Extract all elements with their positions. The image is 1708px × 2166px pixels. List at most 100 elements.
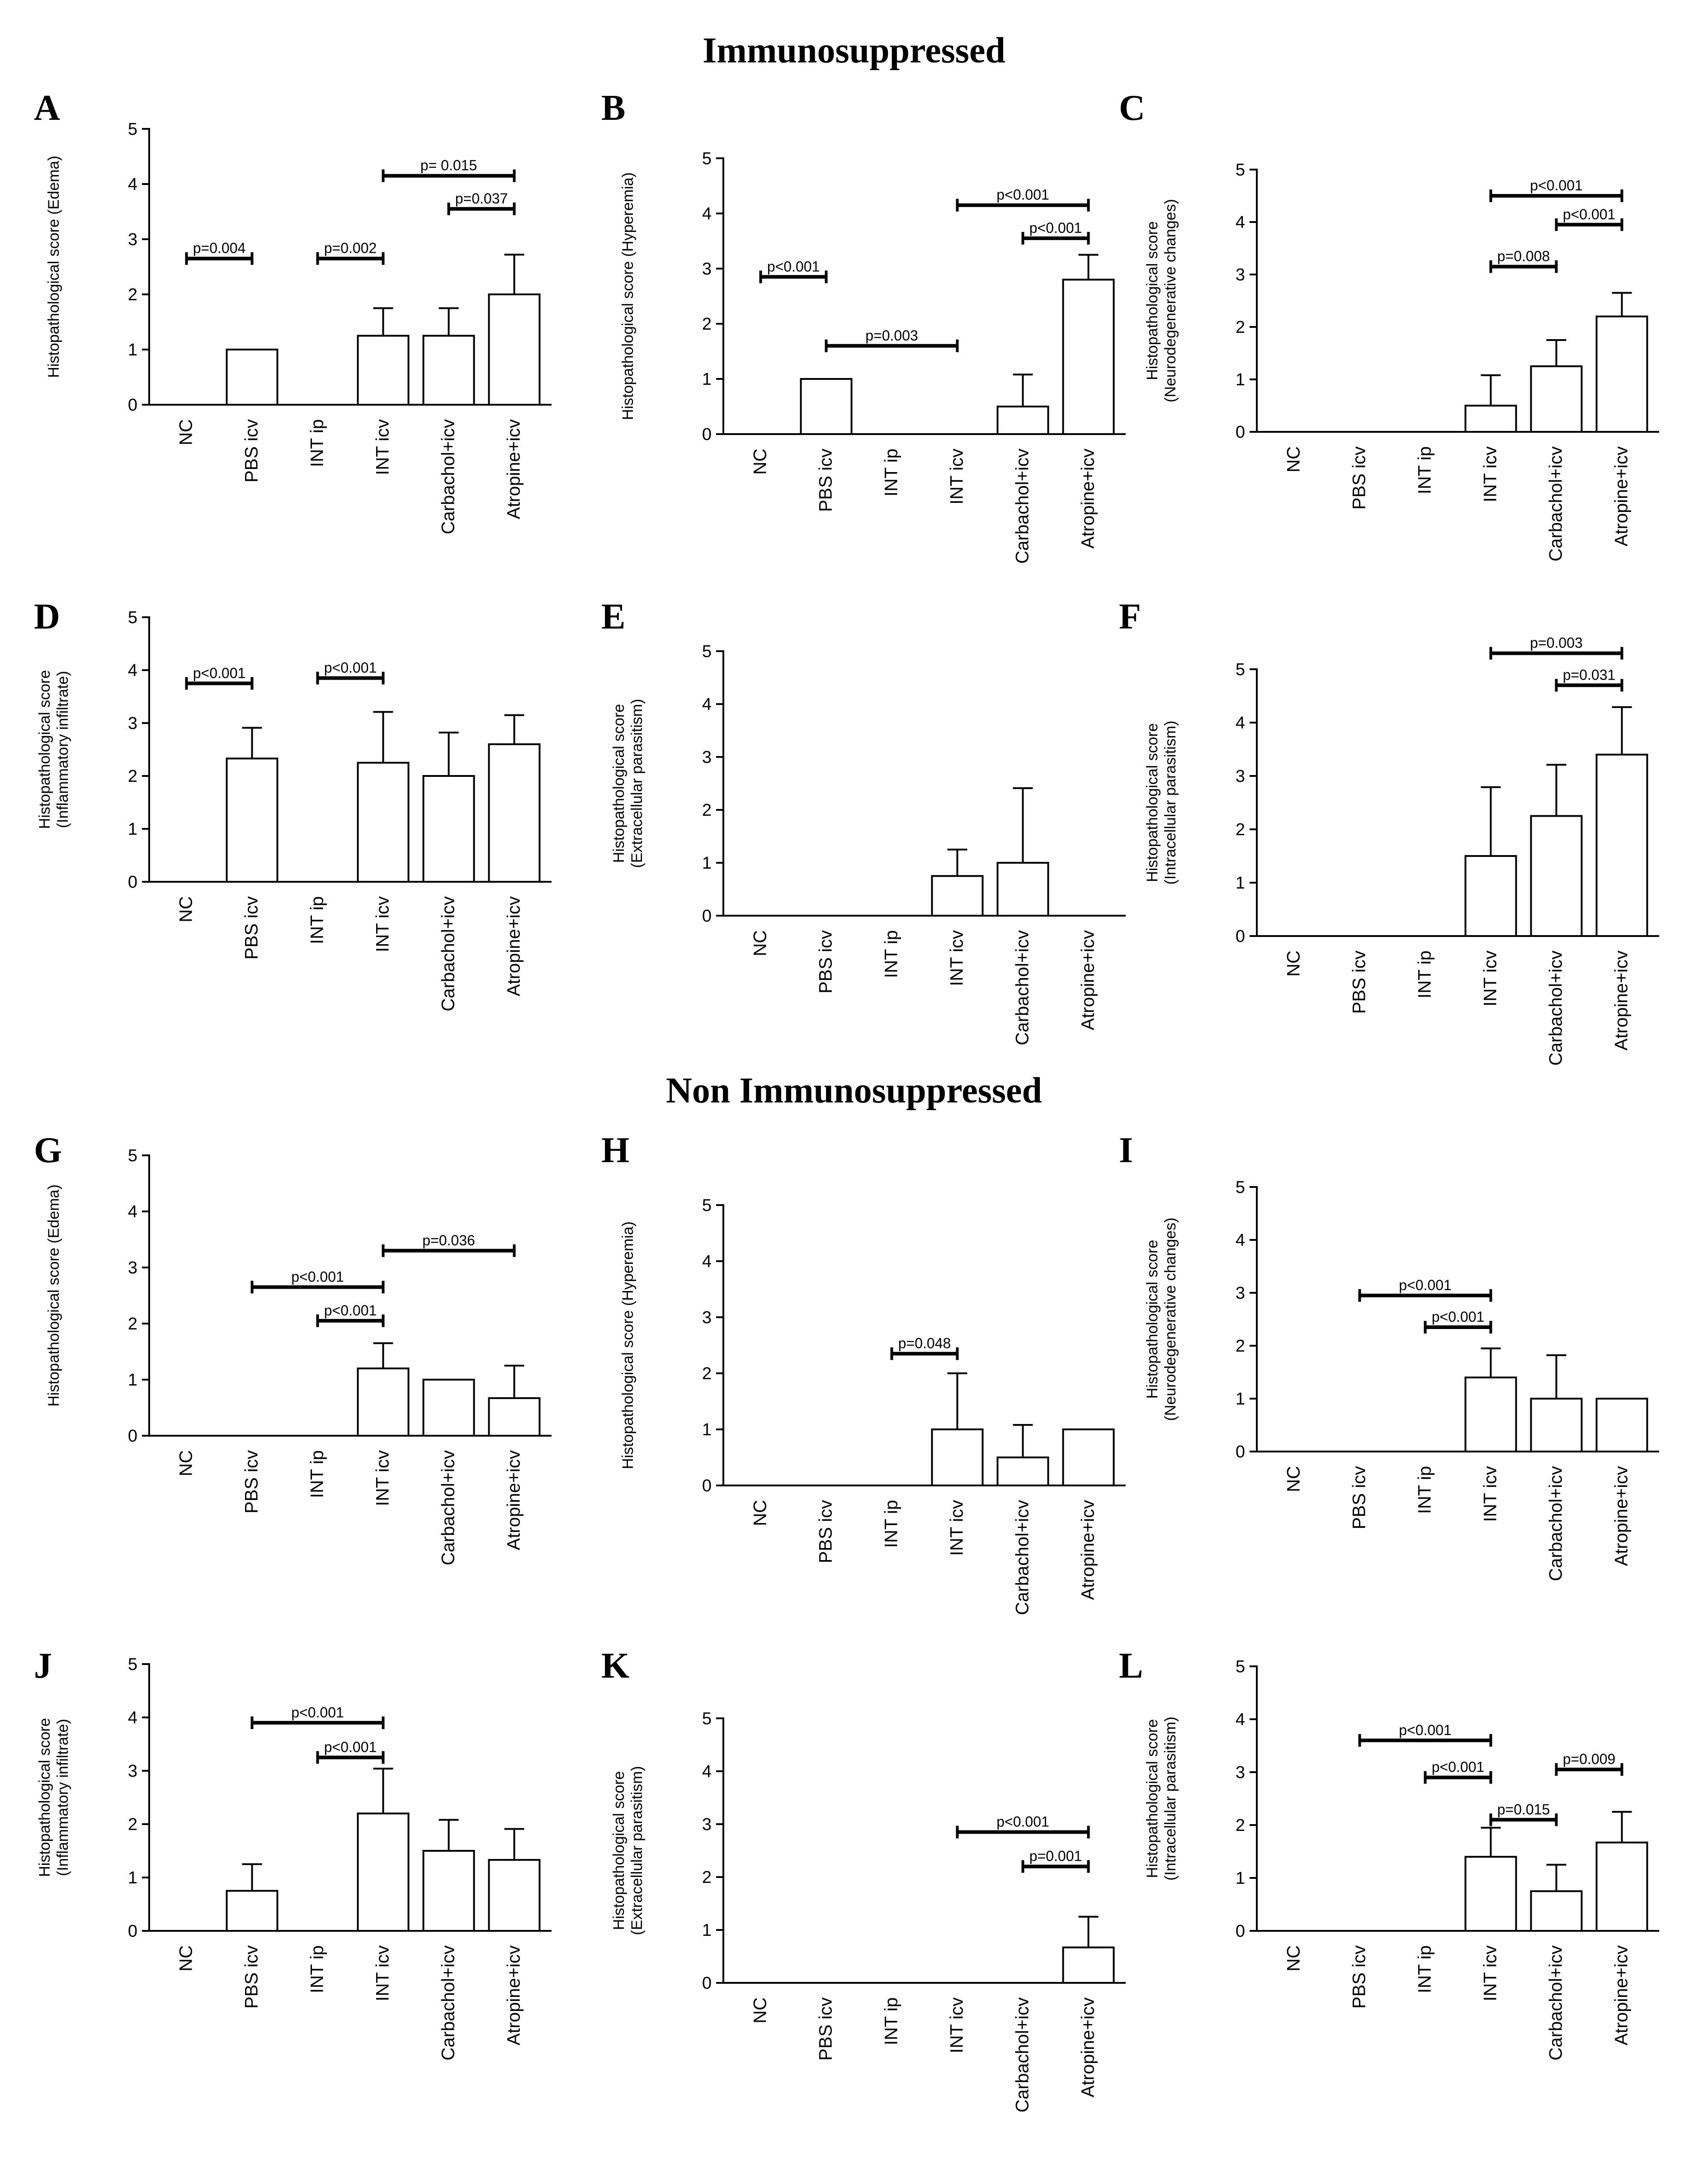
y-tick-label-d-0: 0 <box>128 873 137 892</box>
bar-i-6 <box>1595 1398 1648 1452</box>
y-tick-label-k-2: 2 <box>702 1868 712 1887</box>
p-value-label-f-1: p=0.003 <box>1530 635 1583 651</box>
p-value-label-b-3: p<0.001 <box>996 187 1049 203</box>
category-label-f-4: INT icv <box>1481 951 1500 1007</box>
bar-d-6 <box>488 743 541 883</box>
panel-g: G 0 1 2 3 4 5 Histopathological score (Edema) NC… <box>34 1130 552 1565</box>
p-value-label-a-3: p= 0.015 <box>420 157 477 174</box>
y-tick-label-k-4: 4 <box>702 1762 712 1781</box>
y-axis-label-g: Histopathological score (Edema) <box>45 1184 62 1406</box>
category-label-i-6: Atropine+icv <box>1612 1466 1632 1566</box>
y-tick-label-i-3: 3 <box>1236 1284 1245 1303</box>
category-label-k-5: Carbachol+icv <box>1013 1997 1033 2113</box>
y-tick-label-f-0: 0 <box>1236 927 1245 946</box>
bar-l-5 <box>1530 1890 1583 1932</box>
y-tick-label-a-4: 4 <box>128 175 137 194</box>
y-axis-label-f-line2: (Intracellular parasitism) <box>1162 721 1179 885</box>
y-tick-label-a-0: 0 <box>128 396 137 415</box>
y-tick-label-g-5: 5 <box>128 1146 137 1165</box>
category-label-g-4: INT icv <box>373 1450 393 1506</box>
p-value-label-a-1: p=0.004 <box>193 240 246 256</box>
y-tick-label-i-1: 1 <box>1236 1390 1245 1409</box>
y-axis-label-f: Histopathological score <box>1144 723 1161 882</box>
category-label-e-2: PBS icv <box>816 930 836 993</box>
y-tick-label-i-0: 0 <box>1236 1442 1245 1461</box>
y-tick-label-f-4: 4 <box>1236 714 1245 733</box>
y-axis-label-d: Histopathological score <box>36 670 53 829</box>
category-label-c-4: INT icv <box>1481 446 1500 502</box>
y-tick-label-c-3: 3 <box>1236 265 1245 284</box>
y-tick-label-e-5: 5 <box>702 642 712 661</box>
y-tick-label-c-0: 0 <box>1236 423 1245 442</box>
y-tick-label-h-0: 0 <box>702 1476 712 1495</box>
category-label-e-6: Atropine+icv <box>1078 930 1098 1030</box>
y-tick-label-h-2: 2 <box>702 1364 712 1383</box>
y-tick-label-g-4: 4 <box>128 1202 137 1221</box>
panel-letter-b: B <box>601 88 625 128</box>
y-tick-label-h-1: 1 <box>702 1420 712 1439</box>
bar-g-5 <box>422 1379 475 1437</box>
category-label-b-4: INT icv <box>947 449 967 505</box>
bar-e-4 <box>931 875 984 917</box>
category-label-e-4: INT icv <box>947 930 967 986</box>
panel-b: B 0 1 2 3 4 5 Histopathological score (Hyperemi… <box>601 88 1126 564</box>
panel-letter-j: J <box>34 1646 52 1686</box>
bar-k-6 <box>1062 1946 1115 1984</box>
p-value-label-k-1: p<0.001 <box>996 1814 1049 1830</box>
p-value-label-f-2: p=0.031 <box>1563 667 1616 683</box>
category-label-j-1: NC <box>176 1945 196 1972</box>
y-tick-label-e-1: 1 <box>702 854 712 873</box>
panel-e: E 0 1 2 3 4 5 Histopathological score (Extracell… <box>601 597 1126 1045</box>
category-label-c-6: Atropine+icv <box>1612 446 1632 546</box>
panel-letter-l: L <box>1119 1646 1143 1686</box>
bar-d-4 <box>357 761 410 883</box>
y-tick-label-l-5: 5 <box>1236 1657 1245 1676</box>
category-label-e-1: NC <box>750 930 770 956</box>
category-label-d-3: INT ip <box>307 896 327 944</box>
category-label-l-6: Atropine+icv <box>1612 1945 1632 2045</box>
p-value-label-a-2: p=0.002 <box>324 240 377 256</box>
bar-l-6 <box>1595 1841 1648 1932</box>
category-label-i-4: INT icv <box>1481 1466 1500 1522</box>
y-tick-label-j-2: 2 <box>128 1815 137 1834</box>
panel-f: F 0 1 2 3 4 5 Histopathological score (Intracell… <box>1119 597 1659 1066</box>
y-tick-label-a-5: 5 <box>128 120 137 139</box>
p-value-label-d-1: p<0.001 <box>193 665 246 681</box>
category-label-i-3: INT ip <box>1415 1466 1435 1514</box>
category-label-k-3: INT ip <box>882 1997 901 2045</box>
y-axis-label-k: Histopathological score <box>610 1771 628 1930</box>
y-tick-label-g-3: 3 <box>128 1258 137 1277</box>
bar-a-5 <box>422 335 475 406</box>
category-label-i-2: PBS icv <box>1349 1466 1369 1529</box>
p-value-label-b-4: p<0.001 <box>1029 220 1082 236</box>
y-axis-label-k-line2: (Extracellular parasitism) <box>628 1766 646 1935</box>
y-tick-label-k-5: 5 <box>702 1709 712 1728</box>
y-tick-label-f-2: 2 <box>1236 820 1245 839</box>
category-label-f-6: Atropine+icv <box>1612 951 1632 1050</box>
bar-h-5 <box>996 1457 1049 1486</box>
panel-letter-g: G <box>34 1130 62 1170</box>
bar-a-2 <box>226 349 278 406</box>
y-tick-label-c-1: 1 <box>1236 370 1245 389</box>
section-title-immunosuppressed: Immunosuppressed <box>703 31 1005 71</box>
category-label-d-6: Atropine+icv <box>504 896 524 996</box>
p-value-label-b-1: p<0.001 <box>767 258 820 274</box>
panel-a: A 0 1 2 3 4 5 Histopathological score (Edema) NC… <box>34 88 552 534</box>
category-label-k-1: NC <box>750 1997 770 2024</box>
bar-i-5 <box>1530 1398 1583 1452</box>
category-label-j-2: PBS icv <box>242 1945 262 2009</box>
category-label-b-1: NC <box>750 449 770 475</box>
y-axis-label-e: Histopathological score <box>610 704 628 863</box>
category-label-b-2: PBS icv <box>816 449 836 512</box>
category-label-e-3: INT ip <box>882 930 901 978</box>
y-tick-label-h-5: 5 <box>702 1196 712 1215</box>
category-label-b-6: Atropine+icv <box>1078 449 1098 549</box>
y-axis-label-h: Histopathological score (Hyperemia) <box>619 1221 637 1469</box>
p-value-label-c-3: p=0.008 <box>1497 248 1550 265</box>
panel-c: C 0 1 2 3 4 5 Histopathological score (Neurodege… <box>1119 88 1659 562</box>
category-label-a-6: Atropine+icv <box>504 419 524 519</box>
category-label-e-5: Carbachol+icv <box>1013 930 1033 1045</box>
y-axis-label-d-line2: (Inflammatory infiltrate) <box>54 671 71 828</box>
panel-letter-i: I <box>1119 1130 1133 1170</box>
y-tick-label-k-0: 0 <box>702 1974 712 1993</box>
